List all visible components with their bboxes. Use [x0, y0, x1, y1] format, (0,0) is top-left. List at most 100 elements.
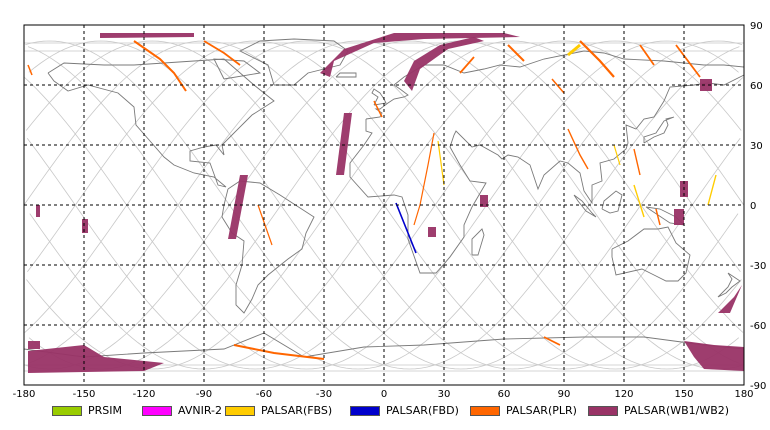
graticule-grid [24, 25, 744, 385]
swath-plr [233, 344, 325, 360]
swath-plr [579, 40, 615, 78]
swath-plr [27, 64, 33, 76]
latitude-tick-labels: 90 60 30 0 -30 -60 -90 [750, 21, 766, 392]
orbit-track [25, 40, 740, 370]
swath-wb [480, 195, 488, 207]
map-frame [23, 24, 745, 386]
swath-plr [551, 78, 565, 94]
longitude-tick-label: 0 [381, 389, 387, 398]
longitude-tick-label: -30 [316, 389, 332, 398]
legend-item-avnir2: AVNIR-2 [142, 404, 222, 417]
swath-fbd [395, 202, 417, 254]
legend-item-prism: PRSIM [52, 404, 122, 417]
latitude-tick-label: 60 [750, 81, 763, 92]
latitude-tick-label: 90 [750, 21, 763, 32]
coast-north-america [47, 58, 275, 188]
coastlines [23, 38, 745, 358]
swath-wb [428, 227, 436, 237]
swath-wb [700, 79, 712, 91]
swath-plr [507, 44, 525, 62]
swath-plr [413, 132, 435, 226]
longitude-tick-label: -60 [256, 389, 272, 398]
coverage-map: -180 -150 -120 -90 -60 -30 0 30 60 90 120 150 180 90… [13, 21, 767, 398]
longitude-tick-label: -150 [73, 389, 96, 398]
swath-plr [633, 148, 641, 176]
coast-new-zealand [717, 272, 741, 298]
longitude-tick-label: 60 [498, 389, 511, 398]
swath-wb [336, 113, 352, 175]
coast-antarctica [23, 332, 745, 358]
orbit-track [27, 40, 742, 370]
swath-plr [567, 128, 589, 170]
orbit-track [28, 40, 744, 370]
legend-swatch-palsar-fbd [350, 405, 380, 416]
swath-plr [203, 40, 241, 66]
legend-swatch-palsar-plr [470, 405, 500, 416]
legend-label: PALSAR(WB1/WB2) [624, 404, 730, 417]
legend-item-palsar-fbs: PALSAR(FBS) [225, 404, 332, 417]
swath-wb [28, 341, 40, 349]
swath-wb [36, 205, 40, 217]
longitude-tick-label: 30 [438, 389, 451, 398]
orbit-track [24, 40, 740, 370]
coast-madagascar [471, 228, 485, 256]
longitude-tick-label: 120 [614, 389, 633, 398]
legend-label: PALSAR(PLR) [506, 404, 577, 417]
orbit-track [23, 40, 739, 370]
longitude-tick-label: 150 [674, 389, 693, 398]
legend-label: PRSIM [88, 404, 122, 417]
swath-wb [684, 341, 744, 371]
swath-wb [28, 345, 164, 373]
swath-wb [100, 33, 194, 38]
swath-fbs [437, 140, 445, 186]
swath-fbs [613, 144, 621, 166]
latitude-tick-label: -30 [750, 261, 766, 272]
swath-wb [404, 37, 484, 91]
legend-label: PALSAR(FBS) [261, 404, 333, 417]
coast-eurasia-africa [349, 50, 745, 274]
swath-plr [543, 336, 561, 346]
coast-britain [371, 88, 387, 106]
coast-greenland [238, 38, 349, 86]
longitude-tick-label: 180 [734, 389, 753, 398]
legend-label: AVNIR-2 [178, 404, 222, 417]
orbit-track [27, 40, 743, 370]
swath-plr [257, 204, 273, 246]
coast-borneo [601, 190, 623, 214]
longitude-tick-labels: -180 -150 -120 -90 -60 -30 0 30 60 90 120 150 180 [13, 389, 754, 398]
legend-label: PALSAR(FBD) [386, 404, 459, 417]
longitude-tick-label: -90 [196, 389, 212, 398]
coast-baffin [213, 58, 262, 80]
longitude-tick-label: -180 [13, 389, 36, 398]
legend-item-palsar-fbd: PALSAR(FBD) [350, 404, 459, 417]
longitude-tick-label: 90 [558, 389, 571, 398]
longitude-tick-label: -120 [133, 389, 156, 398]
latitude-tick-label: 0 [750, 201, 756, 212]
swath-fbs [707, 174, 717, 206]
coast-australia [611, 226, 691, 282]
swath-wb [228, 175, 248, 239]
swath-wb [718, 285, 742, 313]
legend-item-palsar-wb: PALSAR(WB1/WB2) [588, 404, 729, 417]
legend-swatch-palsar-wb [588, 405, 618, 416]
swath-plr [655, 208, 661, 226]
latitude-tick-label: -60 [750, 321, 766, 332]
latitude-tick-label: 30 [750, 141, 763, 152]
swath-wb [82, 219, 88, 233]
legend-swatch-prism [52, 405, 82, 416]
swath-plr [373, 100, 383, 118]
coast-iceland [335, 72, 357, 78]
legend-swatch-palsar-fbs [225, 405, 255, 416]
swath-wb [320, 33, 520, 77]
swath-fbs [567, 43, 581, 57]
legend-swatch-avnir2 [142, 405, 172, 416]
legend: PRSIM AVNIR-2 PALSAR(FBS) PALSAR(FBD) PA… [0, 398, 770, 424]
coast-sumatra [573, 194, 597, 218]
swath-plr [639, 44, 655, 66]
swath-plr [459, 56, 475, 74]
orbit-track [26, 40, 741, 370]
swath-fbs [633, 184, 645, 218]
coast-japan [643, 116, 675, 144]
swath-plr [675, 44, 701, 78]
